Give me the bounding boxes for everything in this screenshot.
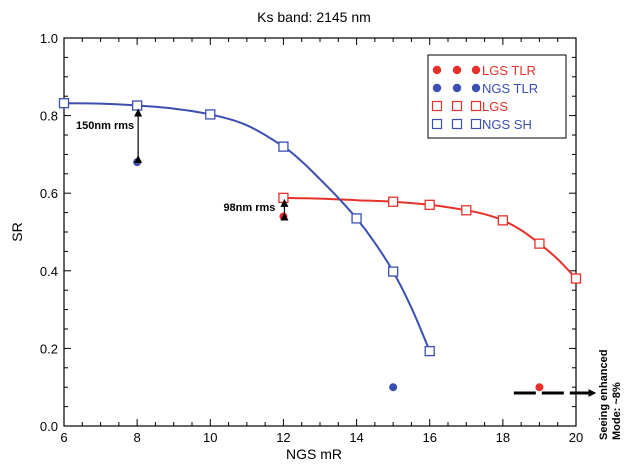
ngs-sh-point: [387, 266, 399, 277]
lgs-point: [278, 192, 289, 204]
legend-marker: [452, 65, 462, 75]
y-axis-label: SR: [9, 222, 25, 241]
annotations: 150nm rms 98nm rms: [76, 108, 597, 398]
x-tick-label: 18: [496, 430, 510, 445]
legend-marker: [432, 83, 442, 93]
y-tick-label: 0.8: [40, 109, 58, 124]
x-tick-label: 6: [60, 430, 67, 445]
lgs-point: [534, 238, 545, 249]
x-tick-label: 14: [349, 430, 363, 445]
ngs-sh-point: [58, 98, 70, 109]
lgs-fit-line: [283, 196, 577, 280]
ngs-rms-label: 150nm rms: [76, 120, 134, 132]
x-tick-label: 20: [569, 430, 583, 445]
legend-marker: [470, 100, 482, 112]
legend-marker: [471, 65, 481, 75]
y-tick-label: 0.4: [40, 264, 58, 279]
legend-label: NGS TLR: [482, 81, 538, 96]
legend-marker: [432, 65, 442, 75]
legend-marker: [431, 118, 443, 130]
ngs-tlr-point: [389, 383, 398, 392]
ngs-sh-point: [278, 141, 289, 152]
ngs-sh-point: [351, 213, 362, 224]
lgs-point: [570, 273, 582, 284]
legend-marker: [470, 118, 482, 130]
lgs-rms-label: 98nm rms: [223, 202, 275, 214]
legend-label: LGS TLR: [482, 63, 536, 78]
legend: LGS TLR NGS TLR LGS NGS SH: [427, 54, 567, 139]
seeing-note-line2: Mode: ~8%: [611, 382, 623, 440]
x-axis-label: NGS mR: [286, 446, 342, 462]
ngs-tlr-point: [133, 158, 142, 167]
legend-marker: [431, 100, 443, 112]
y-tick-label: 0.0: [40, 419, 58, 434]
y-tick-label: 0.2: [40, 341, 58, 356]
x-tick-label: 8: [134, 430, 141, 445]
lgs-point: [497, 215, 509, 226]
lgs-tlr-point: [535, 383, 544, 392]
x-tick-label: 12: [276, 430, 290, 445]
seeing-note: Seeing enhanced Mode: ~8%: [598, 350, 623, 440]
legend-marker: [451, 100, 463, 112]
lgs-point: [424, 199, 435, 210]
ngs-sh-point: [424, 345, 435, 357]
seeing-note-line1: Seeing enhanced: [598, 350, 610, 440]
ngs-sh-point: [131, 100, 143, 111]
chart-title: Ks band: 2145 nm: [257, 9, 371, 25]
lgs-point: [387, 196, 399, 207]
y-tick-label: 1.0: [40, 31, 58, 46]
ngs-sh-fit-line: [63, 102, 431, 352]
x-tick-label: 10: [203, 430, 217, 445]
legend-label: NGS SH: [482, 117, 532, 132]
legend-marker: [471, 83, 481, 93]
legend-box: [427, 54, 567, 139]
lgs-tlr-point: [279, 212, 288, 221]
x-tick-label: 16: [422, 430, 436, 445]
legend-marker: [451, 118, 463, 130]
legend-label: LGS: [482, 99, 508, 114]
y-tick-label: 0.6: [40, 186, 58, 201]
lgs-point: [461, 205, 472, 216]
fit-curves: [63, 102, 577, 352]
ngs-sh-point: [205, 109, 216, 120]
legend-marker: [452, 83, 462, 93]
axis-ticks: 6 8 10 12 14 16 18 20 0.0 0.2 0.4 0.6 0.8 1.0: [40, 31, 583, 445]
